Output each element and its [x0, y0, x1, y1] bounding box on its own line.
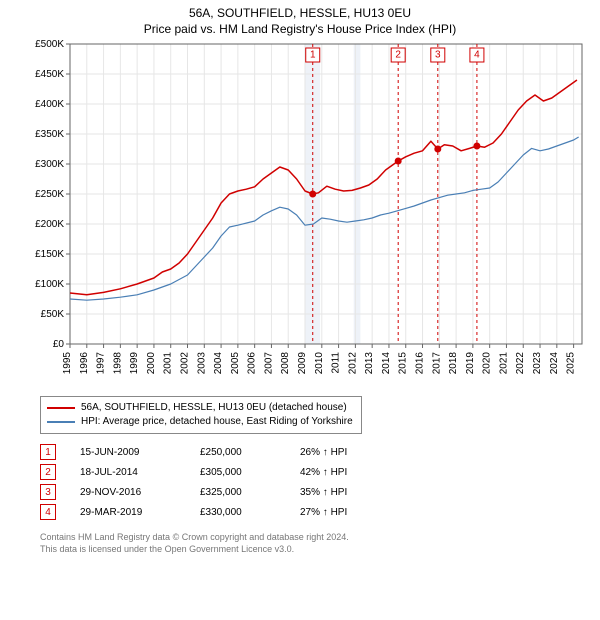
- svg-text:£150K: £150K: [35, 249, 64, 260]
- svg-text:2005: 2005: [230, 352, 241, 375]
- chart-title: 56A, SOUTHFIELD, HESSLE, HU13 0EU: [0, 0, 600, 20]
- svg-text:1999: 1999: [129, 352, 140, 375]
- legend: 56A, SOUTHFIELD, HESSLE, HU13 0EU (detac…: [40, 396, 362, 434]
- svg-text:2008: 2008: [280, 352, 291, 375]
- chart-subtitle: Price paid vs. HM Land Registry's House …: [0, 20, 600, 40]
- svg-text:4: 4: [474, 50, 480, 61]
- chart-area: £0 £50K £100K £150K £200K £250K £300K £350K £400…: [30, 40, 590, 390]
- svg-text:1: 1: [310, 50, 316, 61]
- sales-row: 2 18-JUL-2014£305,00042% ↑ HPI: [40, 462, 600, 482]
- svg-text:£100K: £100K: [35, 279, 64, 290]
- svg-text:£350K: £350K: [35, 129, 64, 140]
- svg-text:1995: 1995: [62, 352, 73, 375]
- svg-text:2011: 2011: [331, 352, 342, 374]
- svg-text:2018: 2018: [448, 352, 459, 375]
- svg-text:2016: 2016: [415, 352, 426, 375]
- svg-text:2002: 2002: [180, 352, 191, 375]
- sale-price: £330,000: [200, 507, 300, 518]
- sale-price: £325,000: [200, 487, 300, 498]
- legend-label-hpi: HPI: Average price, detached house, East…: [81, 415, 353, 429]
- svg-text:2009: 2009: [297, 352, 308, 375]
- svg-text:1997: 1997: [96, 352, 107, 375]
- svg-text:1996: 1996: [79, 352, 90, 375]
- sale-marker-2: 2: [40, 464, 56, 480]
- svg-text:2022: 2022: [515, 352, 526, 375]
- svg-text:2013: 2013: [364, 352, 375, 375]
- svg-text:2021: 2021: [498, 352, 509, 375]
- svg-text:2004: 2004: [213, 352, 224, 375]
- attribution-line-1: Contains HM Land Registry data © Crown c…: [40, 532, 600, 544]
- svg-text:2: 2: [395, 50, 401, 61]
- svg-text:2014: 2014: [381, 352, 392, 375]
- svg-text:2025: 2025: [566, 352, 577, 375]
- svg-text:2020: 2020: [482, 352, 493, 375]
- price-chart-svg: £0 £50K £100K £150K £200K £250K £300K £350K £400…: [30, 40, 590, 390]
- svg-text:£400K: £400K: [35, 99, 64, 110]
- svg-text:2024: 2024: [549, 352, 560, 375]
- sale-diff: 42% ↑ HPI: [300, 467, 420, 478]
- sale-date: 29-NOV-2016: [80, 487, 200, 498]
- svg-text:3: 3: [435, 50, 441, 61]
- sale-diff: 27% ↑ HPI: [300, 507, 420, 518]
- svg-text:£50K: £50K: [41, 309, 65, 320]
- sale-date: 29-MAR-2019: [80, 507, 200, 518]
- sale-price: £305,000: [200, 467, 300, 478]
- svg-text:£500K: £500K: [35, 40, 64, 50]
- svg-text:2023: 2023: [532, 352, 543, 375]
- sales-row: 3 29-NOV-2016£325,00035% ↑ HPI: [40, 482, 600, 502]
- sale-marker-4: 4: [40, 504, 56, 520]
- svg-text:2001: 2001: [163, 352, 174, 375]
- svg-text:2010: 2010: [314, 352, 325, 375]
- sale-marker-1: 1: [40, 444, 56, 460]
- svg-text:2003: 2003: [196, 352, 207, 375]
- sale-price: £250,000: [200, 447, 300, 458]
- sales-table: 1 15-JUN-2009£250,00026% ↑ HPI 2 18-JUL-201…: [40, 442, 600, 522]
- attribution: Contains HM Land Registry data © Crown c…: [40, 532, 600, 555]
- svg-text:£450K: £450K: [35, 69, 64, 80]
- svg-text:2019: 2019: [465, 352, 476, 375]
- svg-text:£200K: £200K: [35, 219, 64, 230]
- svg-text:£250K: £250K: [35, 189, 64, 200]
- legend-swatch-hpi: [47, 421, 75, 423]
- sales-row: 1 15-JUN-2009£250,00026% ↑ HPI: [40, 442, 600, 462]
- svg-text:2000: 2000: [146, 352, 157, 375]
- svg-text:1998: 1998: [112, 352, 123, 375]
- svg-text:2007: 2007: [263, 352, 274, 375]
- svg-text:£300K: £300K: [35, 159, 64, 170]
- sale-date: 18-JUL-2014: [80, 467, 200, 478]
- attribution-line-2: This data is licensed under the Open Gov…: [40, 544, 600, 556]
- svg-text:2017: 2017: [431, 352, 442, 375]
- sales-row: 4 29-MAR-2019£330,00027% ↑ HPI: [40, 502, 600, 522]
- sale-diff: 26% ↑ HPI: [300, 447, 420, 458]
- legend-label-property: 56A, SOUTHFIELD, HESSLE, HU13 0EU (detac…: [81, 401, 347, 415]
- sale-diff: 35% ↑ HPI: [300, 487, 420, 498]
- svg-text:£0: £0: [53, 339, 65, 350]
- svg-text:2015: 2015: [398, 352, 409, 375]
- sale-marker-3: 3: [40, 484, 56, 500]
- svg-text:2006: 2006: [247, 352, 258, 375]
- legend-swatch-property: [47, 407, 75, 409]
- sale-date: 15-JUN-2009: [80, 447, 200, 458]
- svg-text:2012: 2012: [347, 352, 358, 375]
